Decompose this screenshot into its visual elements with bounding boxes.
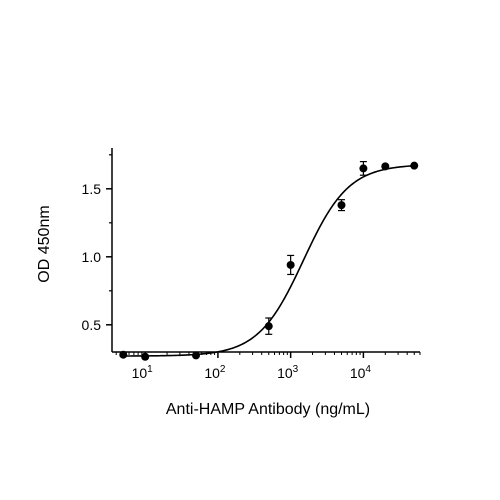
y-tick-label: 1.0 (82, 249, 102, 265)
data-point (286, 260, 295, 269)
data-point (337, 201, 346, 210)
data-point (381, 162, 390, 171)
data-point (192, 351, 201, 360)
y-axis-label: OD 450nm (36, 205, 53, 282)
data-points (119, 161, 419, 361)
axes (111, 148, 420, 353)
x-tick-label: 103 (277, 364, 299, 381)
y-tick-label: 1.5 (82, 181, 102, 197)
x-axis-label: Anti-HAMP Antibody (ng/mL) (166, 401, 370, 418)
data-point (359, 164, 368, 173)
data-point (264, 322, 273, 331)
y-tick-label: 0.5 (82, 317, 102, 333)
data-point (141, 352, 150, 361)
data-point (410, 161, 419, 170)
data-point (119, 350, 128, 359)
x-tick-label: 101 (132, 364, 154, 381)
ticks: 0.5 1.0 1.5 101 102 103 104 (82, 154, 421, 381)
x-tick-label: 102 (204, 364, 226, 381)
x-tick-label: 104 (350, 364, 372, 381)
